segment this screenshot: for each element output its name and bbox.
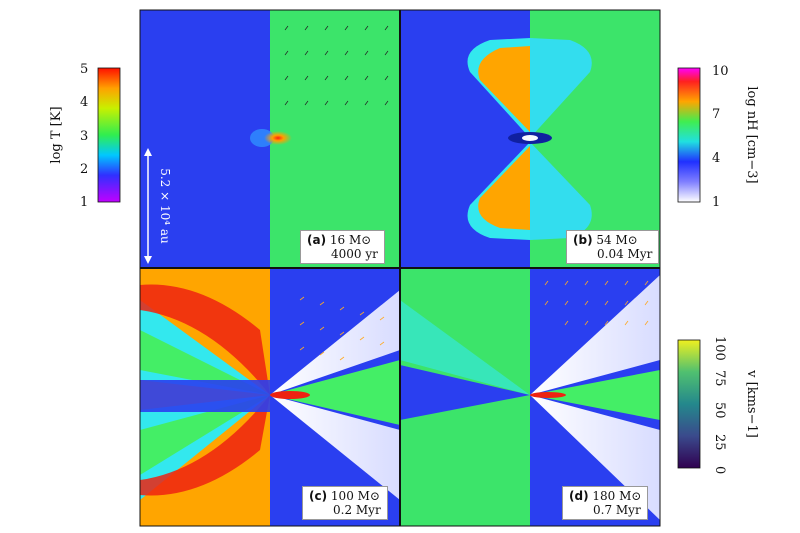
panel-b-center	[522, 135, 538, 141]
dens-tick-7: 7	[712, 107, 720, 122]
panel-c-upper-outflow	[270, 290, 400, 395]
vel-tick-50: 50	[712, 402, 727, 419]
panel-a-label: (a) 16 M⊙ 4000 yr	[300, 230, 385, 264]
panel-c-tag: (c)	[309, 489, 328, 503]
panel-d	[400, 268, 660, 526]
panel-d-mass: 180	[592, 489, 616, 503]
panel-c-lower-cone-inner	[140, 395, 270, 475]
panel-d-mass-unit: M⊙	[619, 489, 642, 503]
colorbar-density: 1 4 7 10 log nH [cm−3]	[677, 64, 759, 210]
colorbar-temperature: 1 2 3 4 5 log T [K]	[49, 62, 121, 210]
temp-tick-5: 5	[80, 62, 88, 77]
panel-a-hot-core	[264, 131, 292, 145]
temp-tick-2: 2	[80, 162, 88, 177]
panel-b-time: 0.04 Myr	[597, 247, 653, 261]
temperature-colorbar-label: log T [K]	[49, 106, 64, 163]
panel-b-tag: (b)	[573, 233, 593, 247]
density-ticks: 1 4 7 10	[712, 64, 729, 210]
panel-d-label: (d) 180 M⊙ 0.7 Myr	[562, 486, 649, 520]
vel-tick-0: 0	[712, 466, 727, 474]
panel-a-mass: 16	[329, 233, 346, 247]
panel-c-lower-shell	[140, 395, 270, 496]
panel-d-velocity-arrows	[544, 280, 649, 326]
panel-c-velocity-arrows	[299, 296, 385, 361]
panel-b	[400, 10, 660, 268]
dens-tick-10: 10	[712, 64, 729, 79]
panel-d-upper-outflow	[530, 275, 660, 395]
temperature-ticks: 1 2 3 4 5	[80, 62, 88, 210]
temp-tick-1: 1	[80, 195, 88, 210]
temp-tick-3: 3	[80, 129, 88, 144]
vel-tick-25: 25	[712, 434, 727, 451]
panel-b-lower-density-lobe	[530, 142, 592, 240]
panel-c-core	[270, 391, 310, 399]
panel-a-velocity-arrows	[284, 25, 389, 106]
panel-b-mass: 54	[596, 233, 612, 247]
panel-c	[140, 268, 400, 526]
panel-c-time: 0.2 Myr	[333, 503, 381, 517]
density-colorbar-label: log nH [cm−3]	[744, 86, 759, 183]
panel-c-label: (c) 100 M⊙ 0.2 Myr	[302, 486, 388, 520]
panel-b-upper-density-lobe	[530, 38, 592, 138]
panel-dividers	[139, 9, 661, 527]
velocity-colorbar-label: v [kms−1]	[744, 369, 759, 438]
vel-tick-75: 75	[712, 370, 727, 387]
panel-b-mass-unit: M⊙	[615, 233, 638, 247]
panel-c-upper-cone-inner	[140, 330, 270, 395]
panel-a-mass-unit: M⊙	[349, 233, 372, 247]
panel-d-core	[530, 392, 566, 398]
panel-b-label: (b) 54 M⊙ 0.04 Myr	[566, 230, 660, 264]
scale-bar-label: 5.2 × 10⁴ au	[158, 168, 172, 244]
scale-bar: 5.2 × 10⁴ au	[144, 148, 172, 264]
dens-tick-1: 1	[712, 195, 720, 210]
panel-c-lower-outflow	[270, 395, 400, 500]
panel-d-tag: (d)	[569, 489, 589, 503]
panel-c-upper-shell	[140, 284, 270, 395]
panel-d-temperature-disk	[400, 365, 530, 420]
panel-c-mass-unit: M⊙	[357, 489, 380, 503]
panel-d-density-disk	[530, 370, 660, 420]
panel-d-time: 0.7 Myr	[593, 503, 641, 517]
panel-d-upper-cone	[400, 300, 530, 395]
panel-c-density-disk	[270, 360, 400, 425]
colorbar-velocity: 0 25 50 75 100 v [kms−1]	[677, 336, 759, 474]
panel-c-disk	[140, 380, 270, 412]
panel-a-tag: (a)	[307, 233, 327, 247]
dens-tick-4: 4	[712, 151, 720, 166]
panel-a-temperature-map	[140, 10, 270, 268]
velocity-ticks: 0 25 50 75 100	[712, 336, 727, 474]
vel-tick-100: 100	[712, 336, 727, 361]
panel-a: 5.2 × 10⁴ au	[140, 10, 400, 268]
temp-tick-4: 4	[80, 95, 88, 110]
panel-a-time: 4000 yr	[331, 247, 378, 261]
panel-b-upper-lobe	[478, 46, 530, 132]
panel-b-lower-lobe	[478, 146, 530, 230]
panel-c-mass: 100	[330, 489, 354, 503]
